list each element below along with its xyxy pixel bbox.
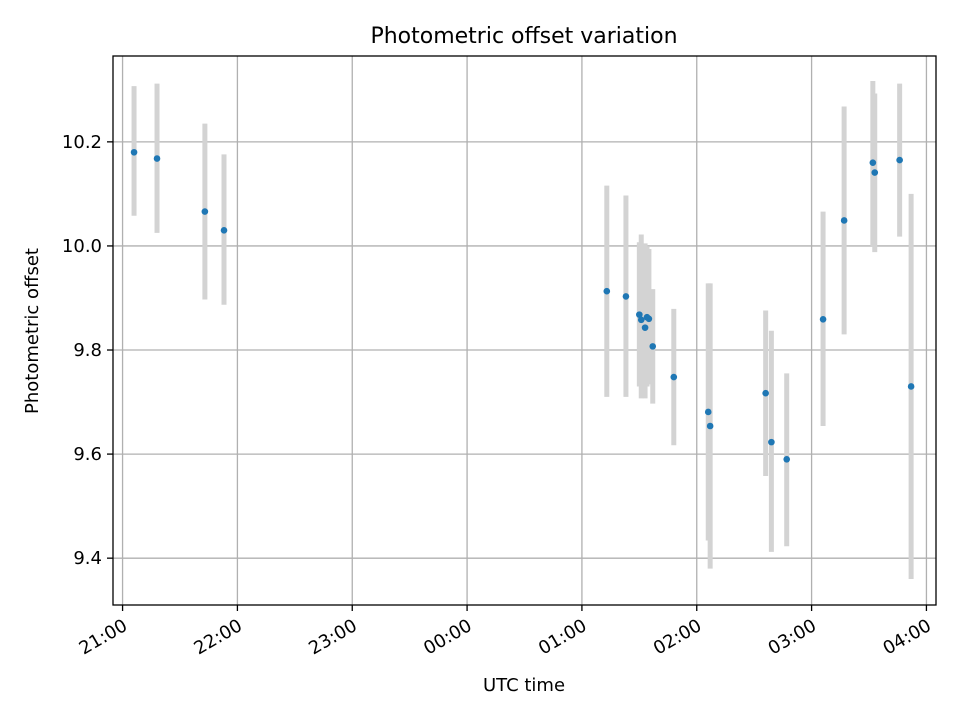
data-point	[840, 217, 848, 224]
data-point	[704, 408, 712, 416]
data-point	[622, 293, 630, 300]
x-axis-label: UTC time	[483, 675, 565, 696]
data-point	[762, 389, 769, 397]
data-points	[130, 148, 915, 463]
chart-title: Photometric offset variation	[370, 24, 677, 49]
data-point	[869, 159, 877, 166]
data-point	[130, 148, 138, 156]
y-tick-label: 9.4	[73, 548, 102, 569]
data-point	[670, 373, 678, 381]
plot-frame	[112, 55, 937, 606]
y-tick-label: 10.0	[62, 236, 102, 257]
data-point	[768, 438, 775, 446]
data-point	[636, 311, 643, 318]
y-tick-label: 10.2	[62, 132, 102, 153]
data-point	[907, 383, 915, 390]
data-point	[819, 316, 827, 323]
data-point	[649, 343, 657, 350]
data-point	[153, 155, 161, 162]
grid-lines	[113, 56, 936, 605]
y-axis-label: Photometric offset	[22, 248, 43, 414]
y-tick-label: 9.8	[73, 340, 102, 361]
data-point	[637, 316, 645, 324]
data-point	[645, 315, 653, 323]
y-axis-ticks: 9.4 9.6 9.8 10.0 10.2	[62, 132, 113, 569]
data-point	[603, 287, 611, 295]
data-point	[896, 156, 903, 164]
data-point	[220, 227, 228, 234]
data-point	[641, 324, 649, 331]
data-point	[201, 208, 209, 215]
y-tick-label: 9.6	[73, 444, 102, 465]
data-point	[706, 422, 714, 430]
data-point	[783, 455, 791, 463]
data-point	[871, 169, 879, 176]
